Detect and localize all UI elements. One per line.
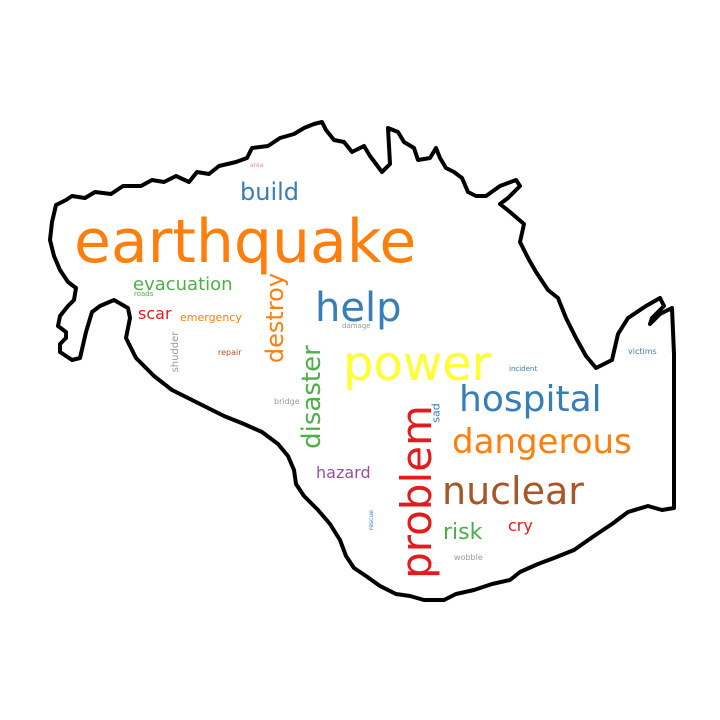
word-area: area bbox=[250, 162, 264, 169]
word-repair: repair bbox=[218, 348, 242, 357]
word-shudder: shudder bbox=[170, 331, 181, 373]
word-nuclear: nuclear bbox=[442, 469, 584, 513]
word-wobble: wobble bbox=[454, 553, 483, 562]
word-roads: roads bbox=[134, 290, 154, 298]
word-build: build bbox=[240, 178, 300, 206]
word-power: power bbox=[343, 336, 492, 392]
word-disaster: disaster bbox=[297, 345, 327, 449]
word-problem: problem bbox=[392, 405, 441, 579]
region-border bbox=[48, 120, 676, 602]
word-destroy: destroy bbox=[261, 272, 289, 364]
word-evacuation: evacuation bbox=[133, 274, 233, 295]
word-risk: risk bbox=[443, 520, 483, 545]
word-help: help bbox=[315, 285, 402, 331]
word-damage: damage bbox=[342, 322, 371, 330]
word-emergency: emergency bbox=[180, 311, 242, 324]
word-scar: scar bbox=[138, 304, 172, 323]
word-incident: incident bbox=[509, 365, 538, 373]
word-earthquake: earthquake bbox=[74, 207, 417, 277]
word-bridge: bridge bbox=[274, 397, 300, 406]
word-hazard: hazard bbox=[316, 463, 371, 482]
word-cry: cry bbox=[508, 516, 533, 535]
word-victims: victims bbox=[628, 347, 657, 356]
word-hospital: hospital bbox=[459, 379, 602, 420]
word-sad: sad bbox=[429, 403, 443, 423]
word-dangerous: dangerous bbox=[452, 422, 632, 462]
word-rescue: rescue bbox=[368, 510, 375, 530]
